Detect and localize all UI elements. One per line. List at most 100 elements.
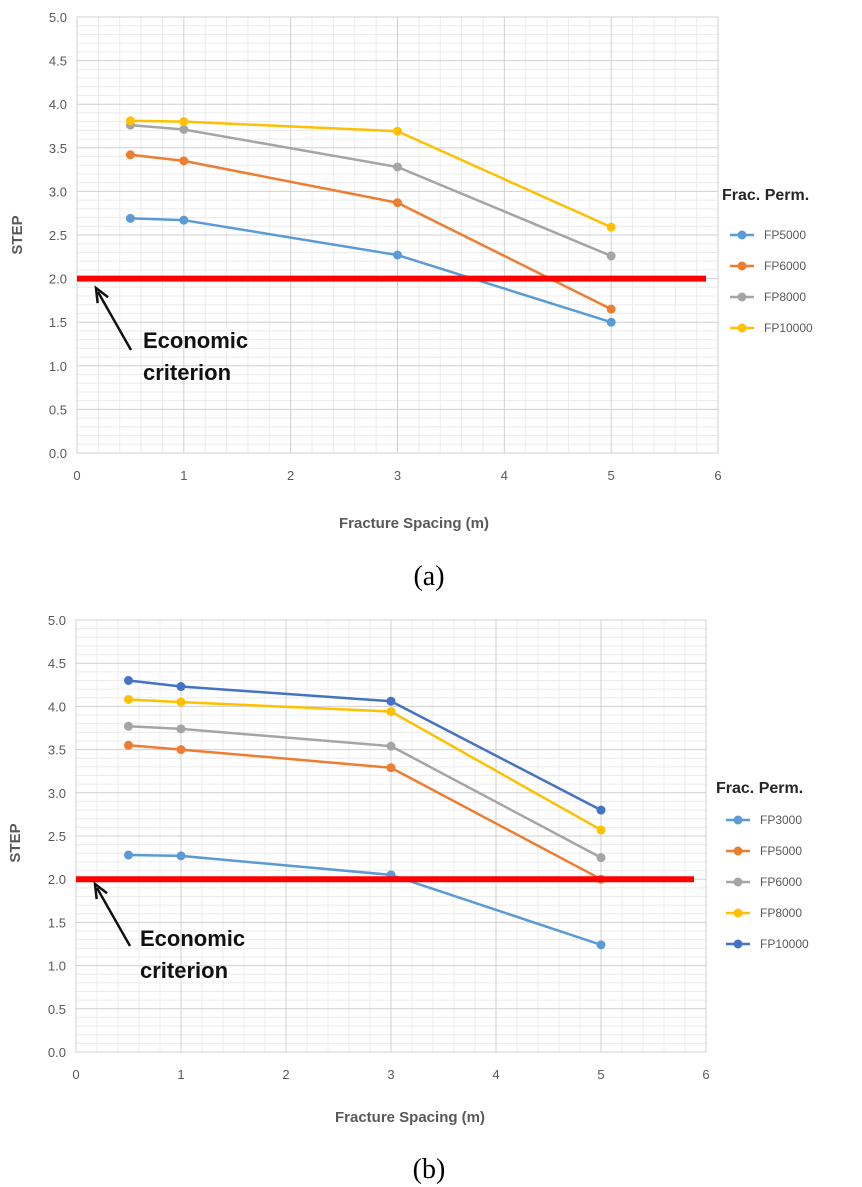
y-tick-label: 4.5: [48, 656, 66, 671]
data-point: [124, 694, 133, 704]
data-point: [179, 124, 189, 134]
series-line: [128, 853, 602, 947]
data-point: [393, 198, 402, 208]
data-point: [386, 763, 396, 773]
legend-label: FP6000: [760, 875, 802, 889]
x-tick-label: 1: [177, 1067, 184, 1082]
y-tick-label: 4.5: [49, 54, 67, 69]
y-tick-label: 0.0: [48, 1045, 66, 1060]
annotation-arrow-shaft: [96, 291, 133, 351]
legend-item: FP5000: [726, 844, 802, 858]
panel-caption: (b): [413, 1154, 446, 1185]
data-point: [179, 156, 189, 166]
data-point: [124, 850, 133, 860]
data-point: [176, 851, 186, 861]
legend-swatch-marker: [733, 939, 743, 949]
data-point: [606, 251, 616, 261]
data-point: [124, 721, 133, 731]
data-point: [393, 126, 402, 136]
y-tick-label: 3.0: [48, 786, 66, 801]
series-line: [130, 153, 612, 311]
legend-item: FP10000: [726, 937, 809, 951]
data-point: [393, 162, 402, 172]
chart-panel-b: 0.0 0.5 1.0 1.5 2.0 2.5 3.0 3.5 4.0 4.5 5.0 0 1 2 3 4 5 6…: [7, 613, 809, 1126]
y-axis-ticks: 0.0 0.5 1.0 1.5 2.0 2.5 3.0 3.5 4.0 4.5 5.0: [49, 10, 67, 461]
series-fp6000: [124, 721, 606, 863]
legend-swatch-marker: [737, 292, 747, 302]
legend-swatch-marker: [733, 877, 743, 887]
y-tick-label: 5.0: [49, 10, 67, 25]
data-point: [596, 805, 606, 815]
x-tick-label: 4: [501, 468, 508, 483]
legend-item: FP6000: [730, 259, 806, 273]
y-axis-ticks: 0.0 0.5 1.0 1.5 2.0 2.5 3.0 3.5 4.0 4.5 5.0: [48, 613, 66, 1060]
annotation-text: Economic: [143, 328, 248, 353]
legend-swatch-marker: [737, 230, 747, 240]
plot-area: [76, 16, 719, 454]
series-fp10000: [125, 116, 616, 232]
x-tick-label: 3: [394, 468, 401, 483]
data-point: [386, 696, 396, 706]
legend-item: FP8000: [726, 906, 802, 920]
plot-area: [75, 619, 707, 1053]
data-point: [386, 741, 396, 751]
data-point: [125, 150, 135, 160]
y-tick-label: 0.5: [48, 1002, 66, 1017]
series-line: [130, 217, 612, 324]
legend-item: FP10000: [730, 321, 813, 335]
annotation-text: criterion: [140, 958, 228, 983]
y-tick-label: 5.0: [48, 613, 66, 628]
chart-panel-a: 0.0 0.5 1.0 1.5 2.0 2.5 3.0 3.5 4.0 4.5 5.0 0 1 2 3 4 5 6…: [9, 10, 813, 532]
y-tick-label: 0.0: [49, 446, 67, 461]
data-point: [596, 853, 606, 863]
y-tick-label: 1.0: [49, 359, 67, 374]
data-point: [125, 116, 135, 126]
data-point: [606, 222, 616, 232]
annotation-arrow-shaft: [95, 887, 132, 947]
data-point: [606, 317, 616, 327]
data-point: [125, 213, 135, 223]
x-tick-label: 3: [387, 1067, 394, 1082]
x-axis-ticks: 0 1 2 3 4 5 6: [72, 1067, 709, 1082]
y-tick-label: 1.0: [48, 959, 66, 974]
legend-title: Frac. Perm.: [722, 187, 809, 204]
panel-caption: (a): [413, 561, 444, 592]
x-axis-title: Fracture Spacing (m): [335, 1109, 485, 1126]
legend-label: FP5000: [764, 228, 806, 242]
data-point: [176, 745, 186, 755]
data-point: [596, 940, 606, 950]
y-axis-title: STEP: [9, 215, 26, 254]
series-line: [128, 698, 602, 832]
x-tick-label: 0: [73, 468, 80, 483]
series-fp6000: [125, 150, 616, 314]
legend-swatch-marker: [737, 323, 747, 333]
y-tick-label: 4.0: [49, 97, 67, 112]
data-point: [386, 707, 396, 717]
annotation-arrow-head: [93, 881, 108, 900]
series-line: [128, 744, 602, 881]
legend-title: Frac. Perm.: [716, 780, 803, 797]
legend-label: FP3000: [760, 813, 802, 827]
y-tick-label: 2.0: [48, 872, 66, 887]
series-line: [128, 725, 602, 859]
y-tick-label: 0.5: [49, 402, 67, 417]
x-tick-label: 6: [714, 468, 721, 483]
x-axis-ticks: 0 1 2 3 4 5 6: [73, 468, 721, 483]
legend-item: FP5000: [730, 228, 806, 242]
legend-label: FP5000: [760, 844, 802, 858]
x-tick-label: 1: [180, 468, 187, 483]
legend-swatch-marker: [733, 815, 743, 825]
annotation-text: Economic: [140, 926, 245, 951]
series-line: [130, 119, 612, 229]
data-point: [606, 304, 616, 314]
major-gridlines: [76, 16, 719, 454]
y-tick-label: 1.5: [49, 315, 67, 330]
legend: Frac. Perm. FP5000 FP6000 FP8000 FP10000: [722, 187, 813, 335]
legend-swatch-marker: [733, 908, 743, 918]
annotation-arrow-head: [94, 285, 109, 304]
series-fp10000: [124, 675, 606, 815]
legend-label: FP8000: [760, 906, 802, 920]
y-tick-label: 4.0: [48, 699, 66, 714]
legend-item: FP3000: [726, 813, 802, 827]
